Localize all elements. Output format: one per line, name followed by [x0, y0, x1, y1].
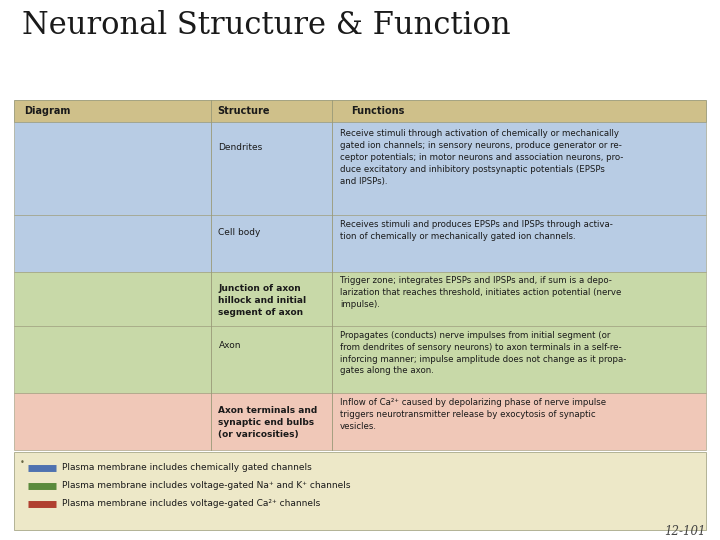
Bar	[14, 215, 706, 272]
Text: Propagates (conducts) nerve impulses from initial segment (or
from dendrites of : Propagates (conducts) nerve impulses fro…	[340, 331, 626, 375]
Text: Plasma membrane includes chemically gated channels: Plasma membrane includes chemically gate…	[62, 463, 312, 472]
Text: Inflow of Ca²⁺ caused by depolarizing phase of nerve impulse
triggers neurotrans: Inflow of Ca²⁺ caused by depolarizing ph…	[340, 398, 606, 430]
Bar	[14, 100, 706, 122]
Text: Junction of axon
hillock and initial
segment of axon: Junction of axon hillock and initial seg…	[218, 284, 307, 317]
Bar	[14, 452, 706, 530]
Text: Neuronal Structure & Function: Neuronal Structure & Function	[22, 10, 510, 41]
Bar	[14, 272, 706, 326]
Text: Dendrites: Dendrites	[218, 143, 263, 152]
Text: Axon: Axon	[218, 341, 241, 349]
Bar	[14, 326, 706, 394]
Text: Plasma membrane includes voltage-gated Ca²⁺ channels: Plasma membrane includes voltage-gated C…	[62, 500, 320, 509]
Text: 12-101: 12-101	[665, 525, 706, 538]
Bar	[14, 122, 706, 215]
Text: Receives stimuli and produces EPSPs and IPSPs through activa-
tion of chemically: Receives stimuli and produces EPSPs and …	[340, 220, 613, 241]
Text: Trigger zone; integrates EPSPs and IPSPs and, if sum is a depo-
larization that : Trigger zone; integrates EPSPs and IPSPs…	[340, 276, 621, 309]
Text: Plasma membrane includes voltage-gated Na⁺ and K⁺ channels: Plasma membrane includes voltage-gated N…	[62, 482, 351, 490]
Text: Axon terminals and
synaptic end bulbs
(or varicosities): Axon terminals and synaptic end bulbs (o…	[218, 406, 318, 439]
Text: Functions: Functions	[351, 106, 405, 116]
Text: Receive stimuli through activation of chemically or mechanically
gated ion chann: Receive stimuli through activation of ch…	[340, 130, 624, 186]
Text: Structure: Structure	[217, 106, 270, 116]
Text: •: •	[20, 458, 25, 467]
Text: Diagram: Diagram	[24, 106, 71, 116]
Bar	[14, 394, 706, 450]
Text: Cell body: Cell body	[218, 228, 261, 237]
